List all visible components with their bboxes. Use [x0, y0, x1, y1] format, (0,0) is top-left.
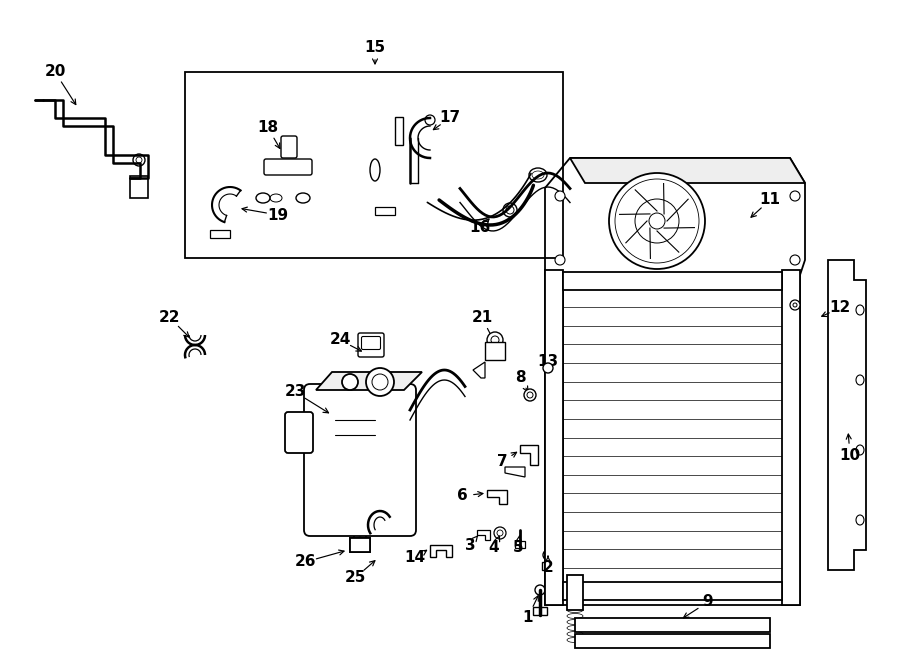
Bar: [515, 541, 525, 548]
Polygon shape: [570, 158, 805, 183]
Bar: [533, 607, 547, 615]
FancyBboxPatch shape: [358, 333, 384, 357]
Circle shape: [487, 332, 503, 348]
Bar: [350, 538, 370, 552]
Bar: [563, 582, 782, 600]
Polygon shape: [473, 362, 485, 378]
Circle shape: [503, 203, 517, 217]
Text: 4: 4: [489, 541, 500, 555]
Text: 3: 3: [464, 537, 475, 553]
Bar: [185, 72, 563, 258]
Circle shape: [790, 300, 800, 310]
Ellipse shape: [565, 188, 575, 204]
Circle shape: [543, 363, 553, 373]
Bar: [375, 207, 395, 215]
Polygon shape: [520, 445, 538, 465]
Text: 11: 11: [760, 192, 780, 208]
Bar: [782, 270, 800, 605]
Bar: [350, 538, 370, 552]
Bar: [545, 270, 563, 605]
Bar: [560, 363, 574, 373]
Polygon shape: [477, 530, 490, 540]
Circle shape: [535, 585, 545, 595]
Text: 13: 13: [537, 354, 559, 369]
Polygon shape: [430, 545, 452, 557]
Text: 14: 14: [404, 551, 426, 566]
Text: 7: 7: [497, 455, 508, 469]
Bar: [545, 270, 800, 605]
Polygon shape: [316, 372, 422, 390]
FancyBboxPatch shape: [304, 384, 416, 536]
Text: 1: 1: [523, 609, 533, 625]
Bar: [575, 618, 770, 632]
Text: 5: 5: [513, 541, 523, 555]
Bar: [210, 230, 230, 238]
Circle shape: [366, 368, 394, 396]
FancyBboxPatch shape: [362, 336, 381, 350]
Text: 20: 20: [44, 65, 66, 79]
Text: 22: 22: [159, 311, 181, 325]
Circle shape: [555, 191, 565, 201]
Text: 9: 9: [703, 594, 714, 609]
Text: 6: 6: [456, 488, 467, 504]
Text: 21: 21: [472, 311, 492, 325]
Circle shape: [609, 173, 705, 269]
Text: 19: 19: [267, 208, 289, 223]
Circle shape: [555, 255, 565, 265]
Circle shape: [342, 374, 358, 390]
Text: 10: 10: [840, 447, 860, 463]
Text: 8: 8: [515, 371, 526, 385]
Text: 2: 2: [543, 561, 553, 576]
Text: 24: 24: [329, 332, 351, 348]
Text: 16: 16: [470, 221, 490, 235]
FancyBboxPatch shape: [285, 412, 313, 453]
Circle shape: [133, 154, 145, 166]
Circle shape: [790, 191, 800, 201]
Bar: [567, 575, 583, 610]
Circle shape: [494, 527, 506, 539]
Polygon shape: [487, 490, 507, 504]
Bar: [130, 176, 148, 198]
Polygon shape: [505, 467, 525, 477]
Text: 17: 17: [439, 110, 461, 126]
Text: 25: 25: [345, 570, 365, 586]
Polygon shape: [545, 158, 805, 275]
FancyBboxPatch shape: [264, 159, 312, 175]
Bar: [575, 634, 770, 648]
Polygon shape: [828, 260, 866, 570]
Bar: [542, 562, 554, 570]
Text: 26: 26: [294, 555, 316, 570]
Circle shape: [790, 255, 800, 265]
Circle shape: [425, 115, 435, 125]
Text: 15: 15: [364, 40, 385, 56]
Text: 18: 18: [257, 120, 279, 136]
Circle shape: [524, 389, 536, 401]
Text: 12: 12: [830, 301, 850, 315]
Bar: [485, 342, 505, 360]
FancyBboxPatch shape: [281, 136, 297, 158]
Bar: [563, 272, 782, 290]
Bar: [395, 117, 403, 145]
Text: 23: 23: [284, 385, 306, 399]
Circle shape: [543, 550, 553, 560]
